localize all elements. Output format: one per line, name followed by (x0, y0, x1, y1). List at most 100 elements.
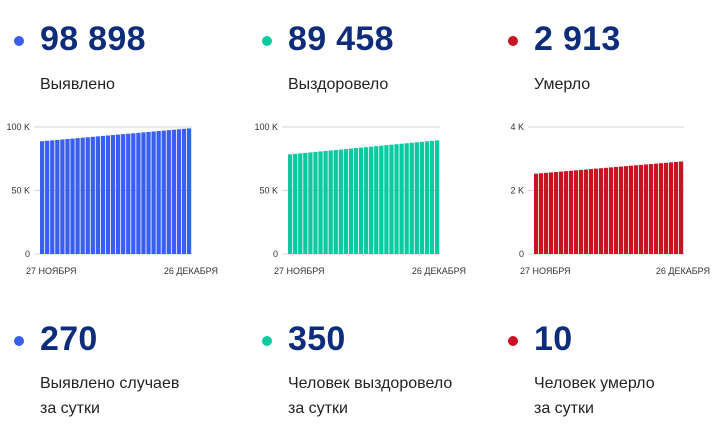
bar (90, 136, 95, 254)
x-tick-label-start: 27 НОЯБРЯ (274, 266, 325, 276)
bar (166, 130, 171, 254)
bar (70, 138, 75, 254)
bar (181, 128, 187, 254)
bar (141, 132, 146, 254)
bar (609, 167, 614, 254)
bar (384, 145, 389, 254)
chart-recovered: 0 50 K 100 K 27 НОЯБРЯ 26 ДЕКАБРЯ (254, 122, 466, 276)
y-tick-label: 50 K (11, 186, 30, 196)
bar (619, 166, 624, 254)
red-dot-icon (508, 36, 518, 46)
bar (409, 142, 414, 254)
total-detected-value: 98 898 (40, 20, 146, 58)
bar (419, 141, 424, 254)
y-tick-label: 0 (273, 249, 278, 259)
bar (424, 141, 430, 254)
bar (414, 142, 419, 254)
x-tick-label-end: 26 ДЕКАБРЯ (656, 266, 710, 276)
bar (669, 162, 674, 254)
bar (171, 129, 176, 254)
bar (624, 166, 629, 254)
bar (313, 151, 318, 254)
bar (45, 140, 50, 254)
bar (579, 169, 584, 254)
daily-detected-label-1: Выявлено случаев (40, 375, 180, 392)
bar (374, 146, 379, 254)
bar (151, 131, 156, 254)
y-tick-label: 50 K (259, 186, 278, 196)
bar (353, 148, 359, 254)
stat-column-recovered: 89 458 Выздоровело 0 50 K 100 K 27 НОЯБРЯ 26… (248, 0, 488, 442)
bar (364, 147, 369, 254)
blue-dot-icon (14, 36, 24, 46)
bar (599, 168, 604, 254)
bar (308, 152, 313, 254)
bar (146, 131, 151, 254)
bar (333, 149, 338, 254)
bar (65, 139, 70, 254)
blue-dot-icon (14, 336, 24, 346)
total-deaths-value: 2 913 (534, 20, 621, 58)
bar (293, 153, 298, 254)
bar (288, 154, 293, 254)
bar (75, 138, 80, 254)
bar (389, 144, 394, 254)
bar (131, 133, 136, 254)
total-recovered-label: Выздоровело (288, 76, 389, 93)
bar (404, 143, 409, 254)
bar (639, 164, 644, 254)
bar (589, 169, 594, 254)
bar (569, 170, 574, 254)
bar (574, 170, 579, 254)
total-detected-label: Выявлено (40, 76, 115, 93)
bar (358, 147, 364, 254)
bar (644, 164, 649, 254)
daily-deaths-label-2: за сутки (534, 400, 594, 417)
bar (664, 162, 669, 254)
y-tick-label: 0 (519, 249, 524, 259)
bar (303, 152, 308, 254)
y-tick-label: 0 (25, 249, 30, 259)
bar (343, 149, 348, 254)
bar (80, 137, 85, 254)
bar (614, 166, 619, 254)
bar (379, 145, 384, 254)
bar (100, 135, 106, 254)
bar (105, 135, 111, 254)
bar (323, 150, 328, 254)
bar (186, 128, 192, 254)
bar (554, 171, 559, 254)
bar (434, 140, 440, 254)
bar (298, 153, 303, 254)
daily-recovered-label-2: за сутки (288, 400, 348, 417)
bar (659, 163, 664, 254)
bar (399, 143, 404, 254)
bar (649, 164, 654, 254)
bar (559, 171, 564, 254)
bar (60, 139, 65, 254)
teal-dot-icon (262, 36, 272, 46)
bar (369, 146, 374, 254)
bar (338, 149, 343, 254)
bar (564, 171, 569, 254)
bar (55, 139, 60, 254)
bar (534, 173, 539, 254)
daily-deaths-value: 10 (534, 320, 573, 358)
bar (318, 151, 323, 254)
red-dot-icon (508, 336, 518, 346)
bar (544, 172, 549, 254)
bar (584, 169, 589, 254)
bar (95, 136, 100, 254)
daily-recovered-label-1: Человек выздоровело (288, 375, 453, 392)
daily-recovered-value: 350 (288, 320, 346, 358)
bar (429, 140, 435, 254)
bar (110, 135, 116, 254)
bar (348, 148, 354, 254)
daily-detected-value: 270 (40, 320, 98, 358)
y-tick-label: 100 K (254, 122, 278, 132)
x-tick-label-end: 26 ДЕКАБРЯ (412, 266, 466, 276)
bar (394, 144, 399, 254)
bar (328, 150, 333, 254)
x-tick-label-end: 26 ДЕКАБРЯ (164, 266, 218, 276)
